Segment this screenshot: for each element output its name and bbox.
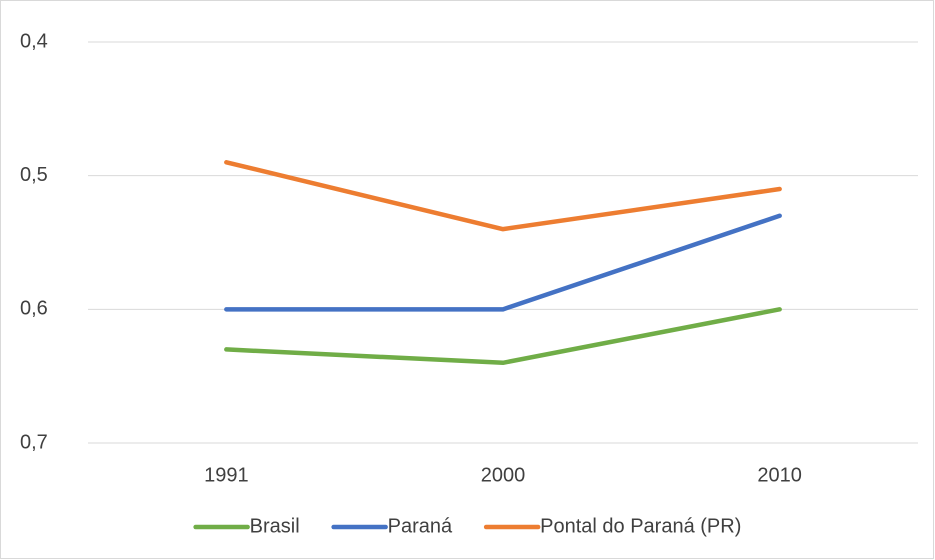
x-tick-label: 2010 [757,464,802,486]
y-tick-label: 0,5 [20,164,48,186]
series-line [224,160,782,232]
series-line [224,213,782,312]
x-tick-label: 1991 [204,464,249,486]
y-tick-label: 0,7 [20,431,48,453]
y-tick-label: 0,4 [20,30,48,52]
legend-label: Pontal do Paraná (PR) [540,515,741,537]
legend-label: Paraná [388,515,453,537]
x-tick-label: 2000 [481,464,526,486]
series-line [224,307,782,366]
legend-label: Brasil [250,515,300,537]
y-tick-label: 0,6 [20,298,48,320]
